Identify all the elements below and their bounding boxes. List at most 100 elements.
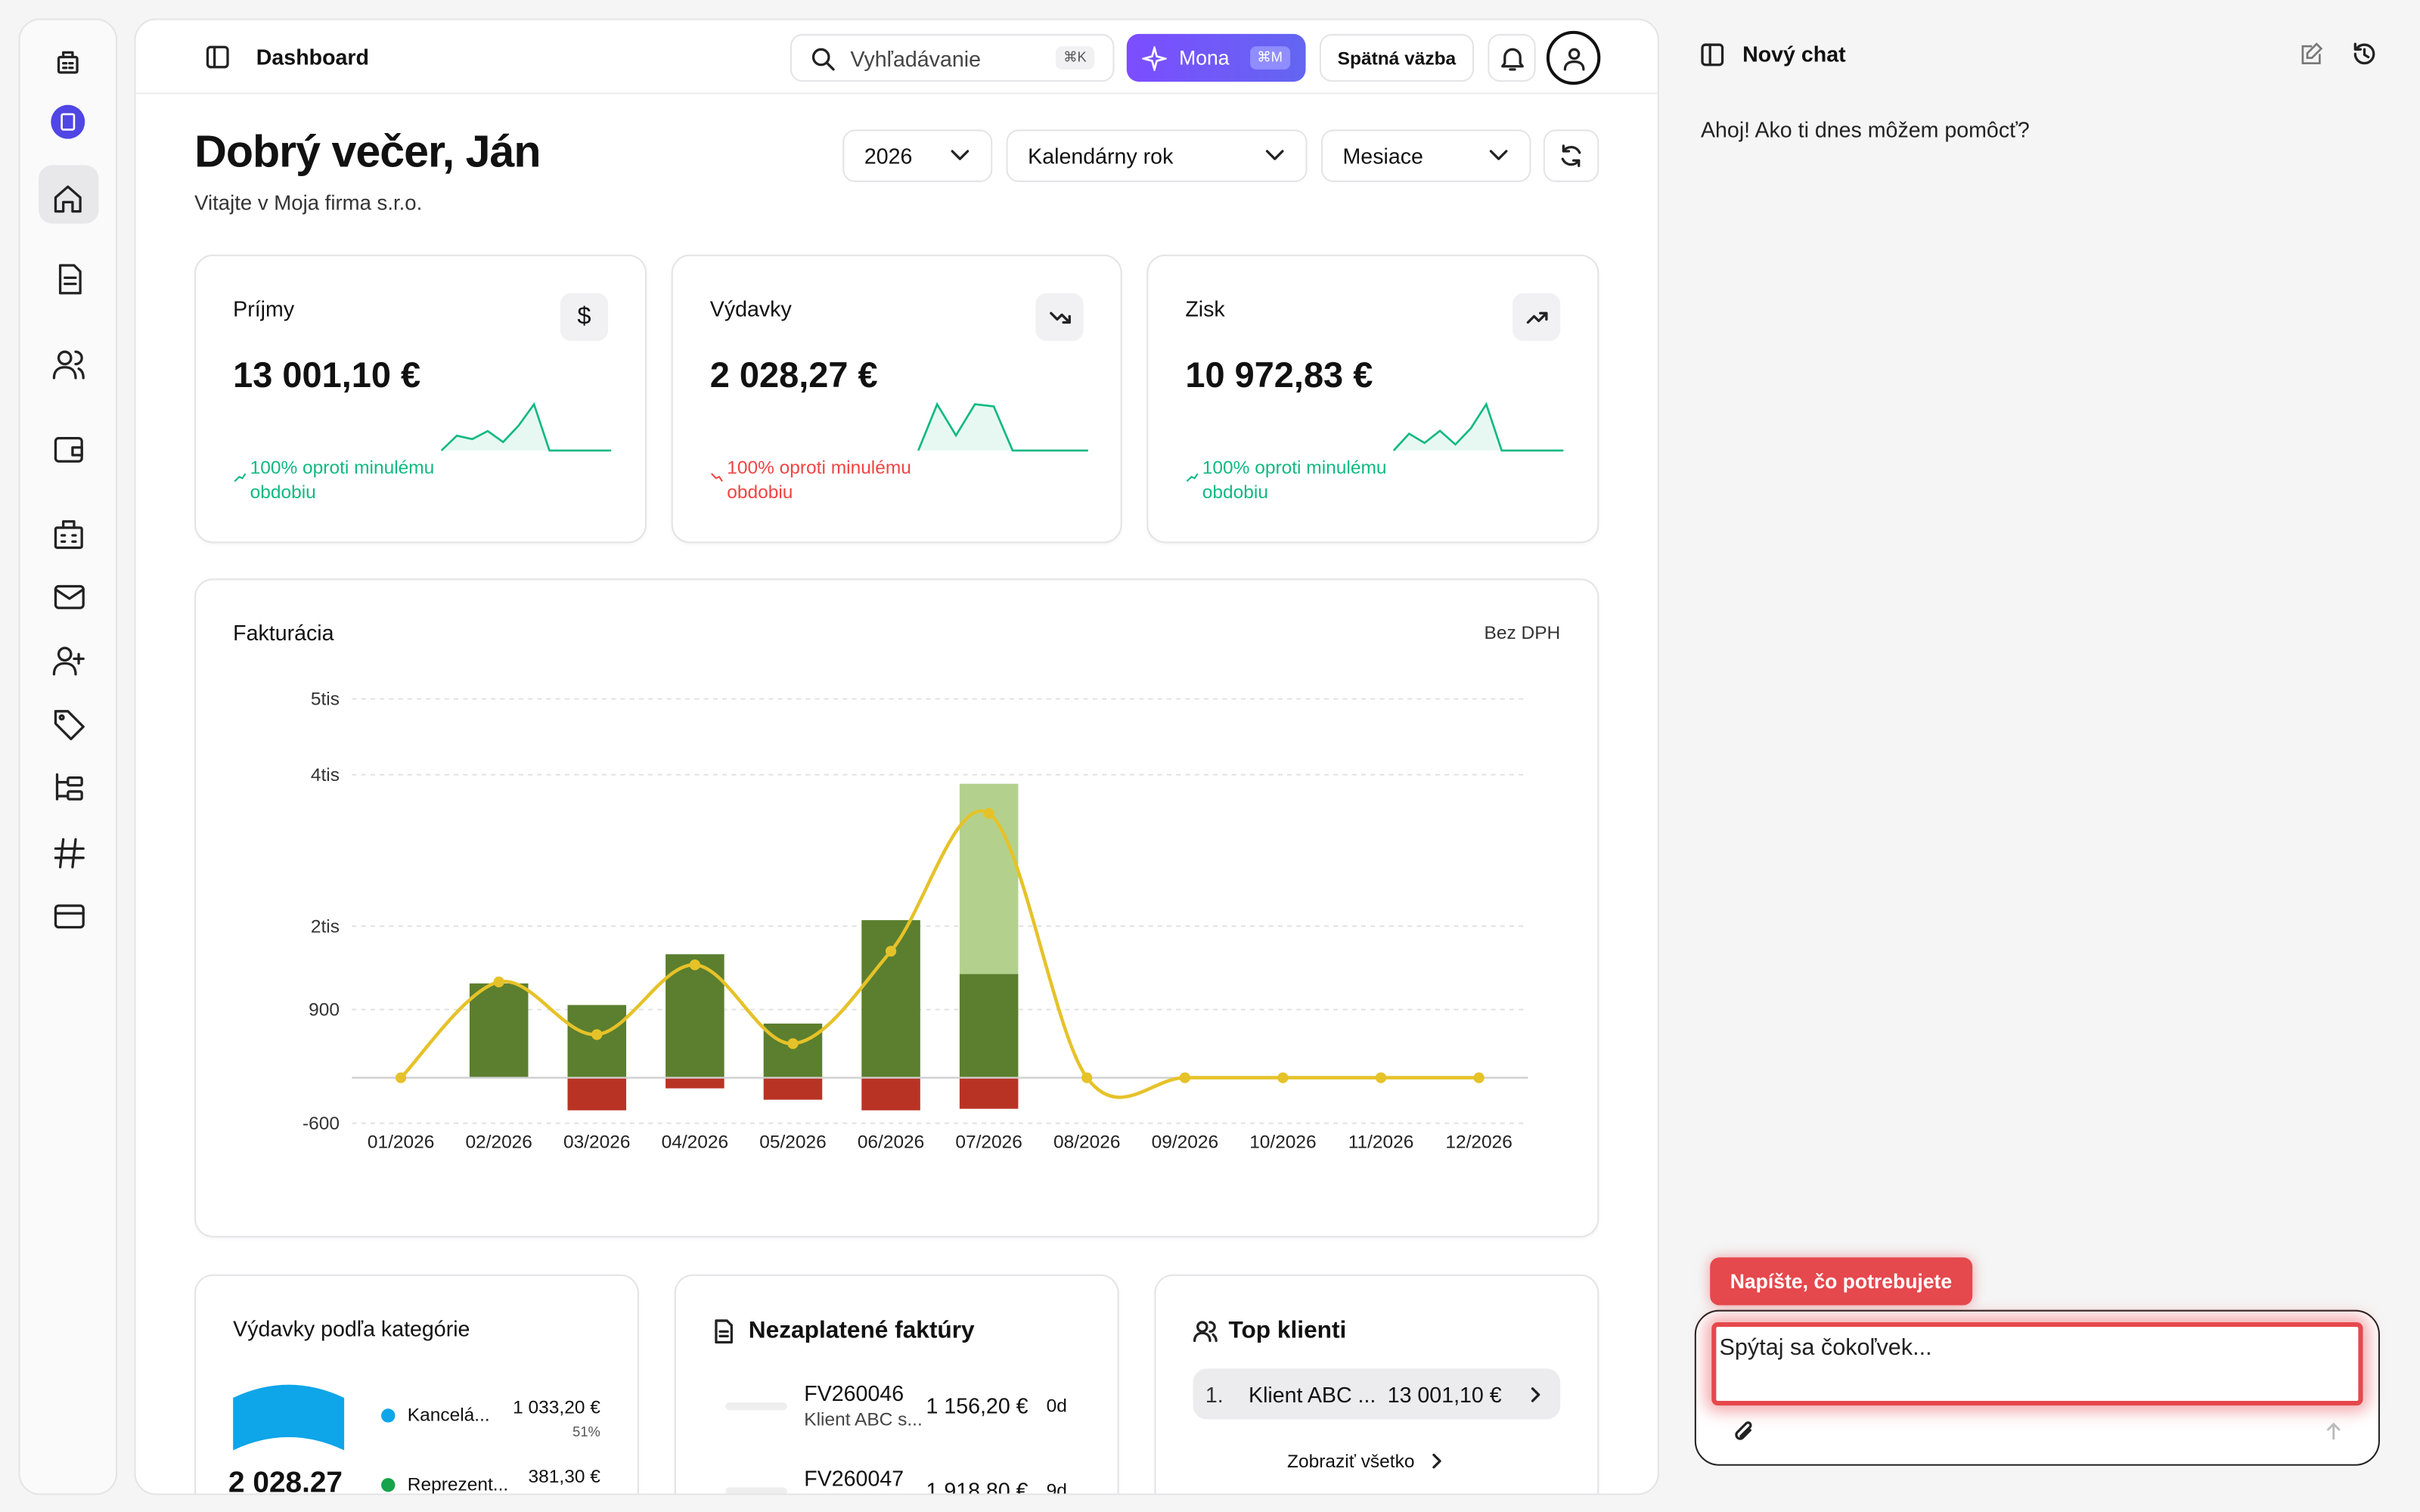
filter-label: Mesiace	[1342, 143, 1423, 169]
legend-label: Kancelá...	[407, 1404, 490, 1426]
legend-value: 381,30 €	[528, 1465, 600, 1488]
invoice-number: FV260047	[804, 1465, 904, 1491]
change-arrow-path	[711, 472, 723, 482]
card-icon[interactable]	[54, 904, 85, 929]
change-arrow-path	[234, 472, 247, 482]
filter-dropdown[interactable]: 2026	[842, 129, 993, 182]
hash-icon[interactable]	[54, 838, 85, 869]
attach-icon[interactable]	[1732, 1420, 1757, 1445]
show-all-label: Zobraziť všetko	[1287, 1450, 1415, 1472]
kpi-title: Zisk	[1185, 296, 1225, 321]
avatar[interactable]	[1546, 30, 1601, 85]
legend-label: Reprezent...	[407, 1473, 509, 1495]
invoice-number: FV260046	[804, 1380, 904, 1406]
filter-dropdown[interactable]: Kalendárny rok	[1006, 129, 1308, 182]
sparkline	[440, 401, 612, 452]
main: Dashboard Vyhľadávanie ⌘K Mona ⌘M Spätná…	[134, 18, 1659, 1495]
chevron	[1432, 1453, 1441, 1469]
greeting-title: Dobrý večer, Ján	[194, 128, 541, 178]
invoice-days: 0d	[1046, 1394, 1067, 1417]
legend-value: 1 033,20 €	[513, 1396, 600, 1418]
filter-dropdown[interactable]: Mesiace	[1320, 129, 1531, 182]
sparkline	[1392, 401, 1564, 452]
history-icon[interactable]	[2352, 42, 2377, 67]
user-icon	[1562, 47, 1584, 70]
assistant-label: Mona	[1179, 46, 1230, 70]
chevron-down	[1265, 150, 1284, 160]
wallet-icon[interactable]	[54, 436, 83, 463]
donut	[233, 1384, 345, 1451]
kpi-icon	[1035, 293, 1084, 342]
refresh-icon	[1561, 144, 1581, 168]
donut-total: 2 028.27	[228, 1467, 343, 1495]
chat-composer: Spýtaj sa čokoľvek...	[1694, 1309, 2380, 1466]
clients-icon	[1193, 1321, 1218, 1343]
home-icon[interactable]	[54, 185, 82, 213]
notifications[interactable]	[1488, 33, 1536, 82]
invoice-amount: 1 156,20 €	[926, 1393, 1028, 1418]
mail-icon[interactable]	[54, 584, 85, 609]
bell-icon	[1500, 47, 1523, 70]
search-placeholder: Vyhľadávanie	[850, 45, 981, 70]
change-arrow-path	[1186, 472, 1199, 482]
sparkline-area	[918, 404, 1088, 451]
unpaid-invoices-title: Nezaplatené faktúry	[748, 1317, 975, 1344]
header-title: Dashboard	[256, 45, 370, 70]
change-arrow	[234, 472, 247, 482]
new-chat-icon[interactable]	[2300, 42, 2325, 67]
add-user-icon[interactable]	[52, 646, 85, 676]
chat-hint: Napíšte, čo potrebujete	[1710, 1257, 1972, 1306]
kpi-icon	[1512, 293, 1561, 342]
building-icon[interactable]	[54, 520, 83, 550]
top-clients-title: Top klienti	[1228, 1317, 1347, 1344]
unpaid-invoices-card: Nezaplatené faktúry FV260046 Klient ABC s…	[674, 1274, 1119, 1495]
contacts-icon[interactable]	[52, 350, 85, 380]
search[interactable]: Vyhľadávanie ⌘K	[790, 33, 1115, 82]
filter-label: Kalendárny rok	[1028, 143, 1174, 169]
client-rank: 1.	[1205, 1381, 1224, 1407]
active-item[interactable]	[39, 165, 99, 224]
trend-path	[1525, 311, 1547, 324]
kpi-icon: $	[560, 293, 609, 342]
invoice-amount: 1 918,80 €	[926, 1478, 1028, 1495]
show-all[interactable]: Zobraziť všetko	[1287, 1450, 1442, 1472]
trend-icon	[1525, 311, 1547, 324]
refresh-button[interactable]	[1543, 129, 1599, 182]
chat-placeholder: Spýtaj sa čokoľvek...	[1719, 1334, 1932, 1361]
tag-icon[interactable]	[54, 710, 85, 741]
sparkline-area	[1393, 404, 1564, 451]
legend-dot	[381, 1408, 396, 1423]
chevron-path	[1489, 150, 1508, 160]
top-clients-card: Top klienti Zobraziť všetko 1. Klient ABC…	[1154, 1274, 1599, 1494]
invoice-icon[interactable]	[58, 264, 82, 295]
tree-icon[interactable]	[55, 773, 83, 801]
chart-note: Bez DPH	[1484, 621, 1561, 644]
company-icon[interactable]	[57, 51, 79, 74]
expense-categories-card: Výdavky podľa kategórie 2 028.27 Kancelá…	[194, 1274, 639, 1495]
kpi-card: Zisk 10 972,83 € 100% oproti minulému obdo…	[1146, 254, 1599, 544]
kpi-change: 100% oproti minulému obdobiu	[250, 457, 435, 503]
filter-label: 2026	[864, 143, 913, 169]
header-divider	[135, 92, 1658, 94]
kpi-change: 100% oproti minulému obdobiu	[1202, 457, 1387, 503]
chat-panel-toggle[interactable]	[1701, 43, 1724, 67]
invoice-client: Klient ABC s...	[804, 1408, 923, 1430]
invoice-days: 9d	[1046, 1479, 1067, 1495]
chevron-path	[1265, 150, 1284, 160]
chart-title: Fakturácia	[233, 620, 334, 646]
feedback-button[interactable]: Spätná väzba	[1319, 33, 1474, 82]
docs-badge[interactable]	[51, 104, 85, 139]
chat-input[interactable]: Spýtaj sa čokoľvek...	[1711, 1321, 2363, 1406]
invoice-bar	[725, 1487, 787, 1494]
client-row[interactable]: 1. Klient ABC ... 13 001,10 €	[1193, 1368, 1561, 1420]
change-arrow	[1186, 472, 1199, 482]
chevron-path	[1531, 1387, 1540, 1402]
sidebar-toggle[interactable]	[205, 45, 230, 70]
legend-dot	[381, 1478, 396, 1492]
assistant-button[interactable]: Mona ⌘M	[1126, 33, 1306, 82]
chat-greeting: Ahoj! Ako ti dnes môžem pomôcť?	[1700, 117, 2030, 142]
kpi-card: Príjmy $13 001,10 € 100% oproti minulému o…	[194, 254, 647, 544]
send-icon[interactable]	[2321, 1420, 2346, 1445]
billing-card: Fakturácia Bez DPH	[194, 578, 1599, 1238]
